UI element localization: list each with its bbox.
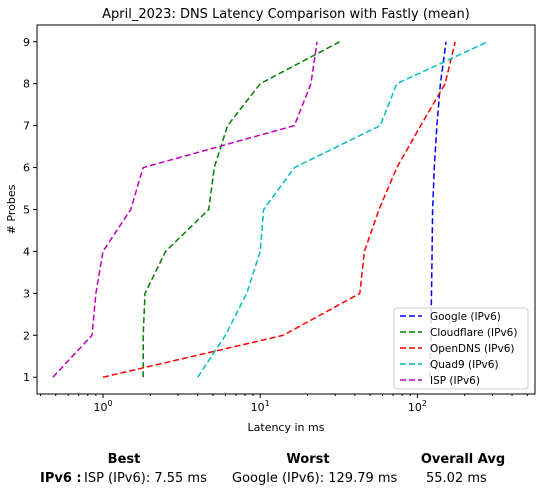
series-line-cloudflare-ipv6 [142, 41, 340, 378]
legend-label: Quad9 (IPv6) [430, 359, 499, 371]
legend: Google (IPv6) Cloudflare (IPv6) OpenDNS (I… [393, 307, 529, 390]
y-tick-label: 7 [23, 120, 30, 133]
latency-chart: April_2023: DNS Latency Comparison with … [5, 7, 536, 434]
series-line-isp-ipv6 [52, 41, 318, 378]
y-tick-label: 4 [23, 245, 30, 258]
y-axis-label: # Probes [5, 184, 18, 234]
x-axis-label: Latency in ms [248, 421, 325, 434]
y-tick-label: 6 [23, 162, 30, 175]
overall-avg-value: 55.02 ms [426, 471, 487, 486]
series-line-quad9-ipv6 [197, 41, 489, 378]
x-tick-label: 101 [251, 399, 270, 414]
legend-label: OpenDNS (IPv6) [430, 343, 515, 355]
y-tick-label: 1 [23, 371, 30, 384]
ipv6-label: IPv6 : [40, 471, 82, 486]
y-tick-label: 5 [23, 204, 30, 217]
worst-value: Google (IPv6): 129.79 ms [232, 471, 398, 486]
x-axis: 100 101 102 [40, 394, 528, 414]
legend-label: Cloudflare (IPv6) [430, 327, 517, 339]
y-tick-label: 8 [23, 78, 30, 91]
legend-label: Google (IPv6) [430, 311, 501, 323]
legend-box [393, 307, 529, 390]
y-axis: 1 2 3 4 5 6 7 8 9 [23, 36, 37, 384]
worst-header: Worst [286, 452, 330, 467]
y-tick-label: 9 [23, 36, 30, 49]
chart-title: April_2023: DNS Latency Comparison with … [102, 7, 470, 22]
overall-avg-header: Overall Avg [420, 452, 506, 467]
y-tick-label: 2 [23, 329, 30, 342]
x-tick-label: 102 [408, 399, 427, 414]
best-header: Best [107, 452, 141, 467]
y-tick-label: 3 [23, 287, 30, 300]
x-tick-label: 100 [94, 399, 113, 414]
best-value: ISP (IPv6): 7.55 ms [84, 471, 207, 486]
legend-label: ISP (IPv6) [430, 375, 480, 387]
